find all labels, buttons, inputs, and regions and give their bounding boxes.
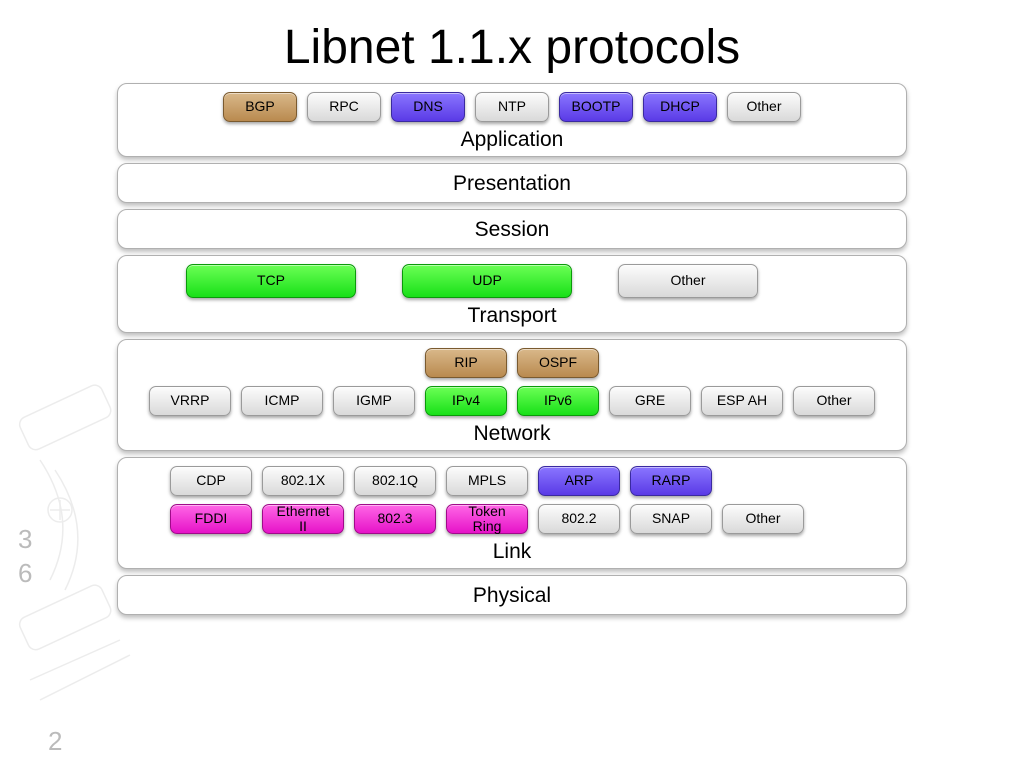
protocol-box: EthernetII (262, 504, 344, 534)
layer-application: BGP RPC DNS NTP BOOTP DHCP Other Application (117, 83, 907, 157)
protocol-row: FDDI EthernetII 802.3 TokenRing 802.2 SNAP Oth… (126, 502, 898, 536)
protocol-box: Other (793, 386, 875, 416)
layer-label: Application (126, 128, 898, 152)
protocol-box: DHCP (643, 92, 717, 122)
protocol-box: NTP (475, 92, 549, 122)
protocol-row: RIP OSPF (126, 346, 898, 380)
protocol-box: MPLS (446, 466, 528, 496)
layer-transport: TCP UDP Other Transport (117, 255, 907, 333)
protocol-box: 802.1Q (354, 466, 436, 496)
protocol-row: TCP UDP Other (126, 262, 898, 300)
protocol-box: ARP (538, 466, 620, 496)
protocol-row: BGP RPC DNS NTP BOOTP DHCP Other (126, 90, 898, 124)
protocol-box: RPC (307, 92, 381, 122)
layer-label: Presentation (118, 172, 906, 196)
protocol-box: 802.2 (538, 504, 620, 534)
protocol-box: VRRP (149, 386, 231, 416)
decor-number: 6 (18, 558, 32, 589)
layer-label: Session (118, 218, 906, 242)
protocol-box: 802.1X (262, 466, 344, 496)
page-title: Libnet 1.1.x protocols (0, 0, 1024, 83)
protocol-box: FDDI (170, 504, 252, 534)
layer-label: Transport (126, 304, 898, 328)
layer-label: Physical (118, 584, 906, 608)
protocol-box: OSPF (517, 348, 599, 378)
protocol-box: Other (722, 504, 804, 534)
protocol-box: ESP AH (701, 386, 783, 416)
protocol-box: IGMP (333, 386, 415, 416)
decor-number: 3 (18, 524, 32, 555)
protocol-box: ICMP (241, 386, 323, 416)
protocol-box: SNAP (630, 504, 712, 534)
protocol-box: TCP (186, 264, 356, 298)
layer-label: Link (126, 540, 898, 564)
protocol-row: VRRP ICMP IGMP IPv4 IPv6 GRE ESP AH Other (126, 384, 898, 418)
protocol-box: BOOTP (559, 92, 633, 122)
protocol-box: GRE (609, 386, 691, 416)
protocol-box: Other (727, 92, 801, 122)
layer-presentation: Presentation (117, 163, 907, 203)
protocol-box: UDP (402, 264, 572, 298)
layer-label: Network (126, 422, 898, 446)
protocol-box: 802.3 (354, 504, 436, 534)
layer-link: CDP 802.1X 802.1Q MPLS ARP RARP FDDI EthernetII… (117, 457, 907, 569)
protocol-box: RARP (630, 466, 712, 496)
protocol-box: RIP (425, 348, 507, 378)
protocol-box: IPv4 (425, 386, 507, 416)
layer-session: Session (117, 209, 907, 249)
layer-physical: Physical (117, 575, 907, 615)
layer-network: RIP OSPF VRRP ICMP IGMP IPv4 IPv6 GRE ESP AH Othe… (117, 339, 907, 451)
protocol-box: CDP (170, 466, 252, 496)
protocol-box: TokenRing (446, 504, 528, 534)
decor-number: 2 (48, 726, 62, 757)
layer-stack: BGP RPC DNS NTP BOOTP DHCP Other Application Pre… (117, 83, 907, 615)
protocol-box: Other (618, 264, 758, 298)
protocol-box: IPv6 (517, 386, 599, 416)
protocol-box: DNS (391, 92, 465, 122)
protocol-row: CDP 802.1X 802.1Q MPLS ARP RARP (126, 464, 898, 498)
protocol-box: BGP (223, 92, 297, 122)
page: Libnet 1.1.x protocols BGP RPC DNS NTP BOOTP… (0, 0, 1024, 768)
